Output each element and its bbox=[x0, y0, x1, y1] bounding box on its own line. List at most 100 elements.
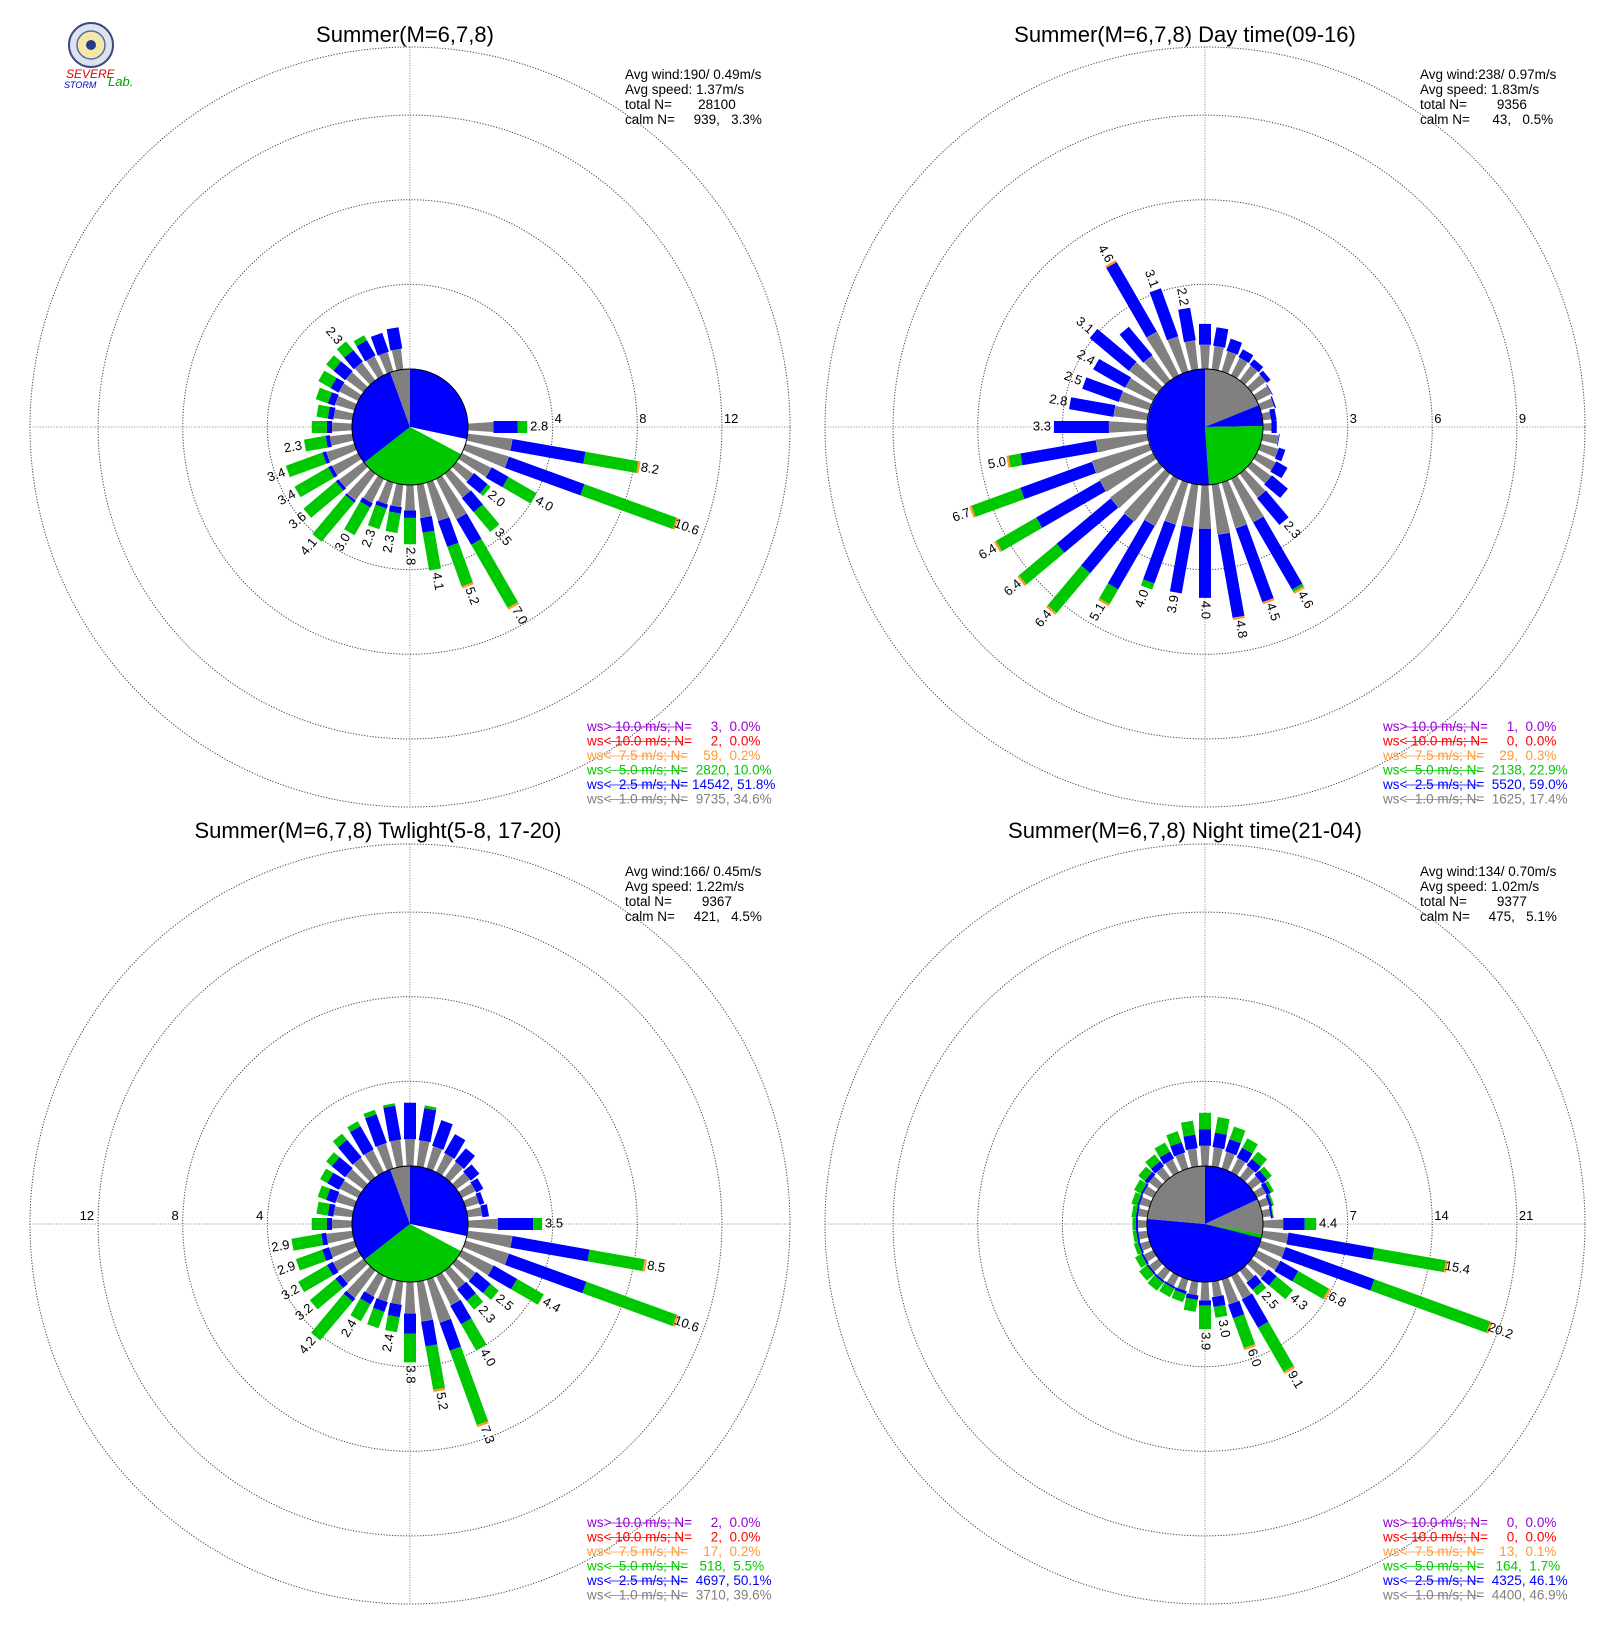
bar-segment-lt1 bbox=[363, 475, 384, 503]
bar-segment-lt2_5 bbox=[1246, 1274, 1262, 1290]
bar-segment-lt1 bbox=[1253, 386, 1272, 401]
bar-segment-lt2_5 bbox=[370, 332, 389, 356]
bar-value-label: 8.2 bbox=[640, 459, 660, 477]
bar-segment-lt2_5 bbox=[321, 1232, 329, 1246]
bar-value-label: 20.2 bbox=[1486, 1319, 1515, 1342]
bar-segment-lt1 bbox=[1146, 331, 1179, 379]
bar-segment-lt1 bbox=[365, 1272, 384, 1297]
bar-segment-lt2_5 bbox=[1271, 421, 1277, 433]
bar-segment-lt2_5 bbox=[331, 1157, 353, 1178]
bar-segment-lt2_5 bbox=[1217, 532, 1245, 619]
grid-ring bbox=[977, 996, 1433, 1452]
bar-segment-lt2_5 bbox=[1241, 1293, 1269, 1328]
bar-segment-lt2_5 bbox=[1140, 1183, 1149, 1195]
calm-pie-slice bbox=[1205, 405, 1263, 427]
bar-segment-lt1 bbox=[339, 1180, 362, 1198]
bar-segment-lt1 bbox=[364, 1149, 384, 1176]
bar-segment-lt1 bbox=[330, 433, 354, 446]
calm-circle-outline bbox=[1146, 1165, 1264, 1283]
bar-segment-lt2_5 bbox=[1107, 519, 1155, 590]
info-line: total N= 9367 bbox=[625, 894, 732, 909]
bar-segment-lt2_5 bbox=[504, 1253, 587, 1294]
bar-segment-lt5 bbox=[367, 504, 387, 530]
legend-entry: ws< 5.0 m/s; N= 2820, 10.0% bbox=[586, 763, 772, 778]
bar-segment-lt5 bbox=[1215, 1117, 1230, 1135]
bar-segment-lt5 bbox=[1252, 1282, 1267, 1296]
bar-value-label: 3.9 bbox=[1164, 594, 1182, 614]
bar-segment-lt2_5 bbox=[475, 1192, 485, 1205]
bar-value-label: 4.4 bbox=[1319, 1215, 1337, 1230]
bar-segment-lt5 bbox=[1292, 583, 1305, 593]
legend-entry: ws< 7.5 m/s; N= 17, 0.2% bbox=[586, 1544, 760, 1559]
legend-entry: ws> 10.0 m/s; N= 2, 0.0% bbox=[586, 1515, 760, 1530]
bar-segment-lt2_5 bbox=[1159, 1151, 1175, 1165]
bar-segment-lt1 bbox=[1231, 357, 1248, 379]
bar-segment-lt2_5 bbox=[344, 350, 363, 370]
bar-segment-lt1 bbox=[416, 483, 432, 518]
calm-circle-outline bbox=[351, 1165, 469, 1283]
ring-tick-label: 4 bbox=[555, 411, 562, 426]
bar-value-label: 4.2 bbox=[296, 1333, 319, 1356]
bar-segment-lt7_5 bbox=[642, 1259, 647, 1272]
bar-value-label: 2.3 bbox=[323, 324, 346, 347]
bar-segment-lt2_5 bbox=[418, 1108, 437, 1143]
grid-ring bbox=[182, 199, 638, 655]
bar-segment-lt1 bbox=[1129, 362, 1163, 393]
bar-segment-lt5 bbox=[1132, 1218, 1136, 1230]
bar-segment-lt2_5 bbox=[1199, 323, 1211, 345]
bar-value-label: 2.5 bbox=[1062, 368, 1084, 388]
bar-segment-lt1 bbox=[1177, 1277, 1189, 1291]
bar-segment-lt5 bbox=[449, 1346, 489, 1426]
bar-segment-lt1 bbox=[458, 1250, 494, 1276]
bar-segment-lt1 bbox=[416, 1140, 430, 1168]
bar-segment-lt1 bbox=[1258, 397, 1276, 411]
bar-segment-lt7_5 bbox=[461, 582, 474, 589]
bar-segment-lt1 bbox=[1198, 484, 1212, 529]
bar-segment-lt2_5 bbox=[1093, 358, 1132, 388]
bar-segment-lt1 bbox=[436, 475, 467, 520]
bar-value-label: 2.3 bbox=[1281, 518, 1304, 541]
legend-entry: ws< 7.5 m/s; N= 29, 0.3% bbox=[1382, 748, 1556, 763]
bar-segment-lt5 bbox=[1229, 1126, 1246, 1144]
severe-storm-lab-logo: SEVERE STORM Lab. bbox=[64, 22, 133, 90]
calm-pie-slice bbox=[1205, 369, 1259, 427]
bar-segment-lt2_5 bbox=[1277, 434, 1280, 446]
bar-segment-lt1 bbox=[1138, 1208, 1149, 1218]
bar-value-label: 3.0 bbox=[1216, 1318, 1234, 1338]
bar-segment-lt5 bbox=[285, 452, 327, 478]
bar-segment-lt2_5 bbox=[328, 465, 338, 478]
ring-tick-label: 14 bbox=[1434, 1208, 1448, 1223]
bar-segment-lt1 bbox=[1211, 483, 1231, 535]
bar-segment-lt1 bbox=[1258, 443, 1279, 458]
info-line: calm N= 475, 5.1% bbox=[1420, 909, 1557, 924]
bar-segment-lt5 bbox=[1131, 1192, 1142, 1206]
bar-segment-lt2_5 bbox=[1260, 1182, 1271, 1196]
legend-entry: ws< 5.0 m/s; N= 518, 5.5% bbox=[586, 1559, 764, 1574]
bar-segment-lt1 bbox=[1144, 355, 1171, 385]
bar-segment-lt2_5 bbox=[1249, 359, 1264, 373]
bar-segment-lt2_5 bbox=[1020, 461, 1097, 500]
bar-segment-lt1 bbox=[1211, 346, 1224, 371]
bar-segment-lt1 bbox=[332, 422, 353, 432]
bar-segment-lt7_5 bbox=[1322, 1288, 1331, 1301]
bar-segment-lt5 bbox=[311, 1293, 353, 1341]
logo-text-severe: SEVERE bbox=[66, 67, 116, 81]
calm-pie-slice bbox=[1146, 1218, 1262, 1283]
bar-segment-lt5 bbox=[582, 1281, 678, 1327]
info-line: total N= 28100 bbox=[625, 97, 736, 112]
bar-segment-lt2_5 bbox=[360, 497, 373, 508]
bar-segment-lt7_5 bbox=[672, 517, 679, 530]
bar-value-label: 2.9 bbox=[275, 1258, 297, 1278]
bar-segment-lt2_5 bbox=[1235, 524, 1274, 603]
legend-entry: ws< 5.0 m/s; N= 164, 1.7% bbox=[1382, 1559, 1560, 1574]
bar-segment-lt1 bbox=[1164, 480, 1189, 525]
bar-segment-lt1 bbox=[467, 1218, 498, 1230]
bar-segment-lt5 bbox=[1233, 1314, 1256, 1349]
bar-segment-lt1 bbox=[1167, 336, 1189, 374]
bar-segment-lt2_5 bbox=[327, 1261, 339, 1276]
bar-segment-lt5 bbox=[1159, 1282, 1175, 1298]
bar-segment-lt1 bbox=[1231, 1158, 1246, 1176]
bar-segment-lt5 bbox=[511, 1278, 544, 1305]
bar-segment-lt2_5 bbox=[1270, 461, 1288, 479]
bar-segment-lt1 bbox=[333, 409, 354, 421]
